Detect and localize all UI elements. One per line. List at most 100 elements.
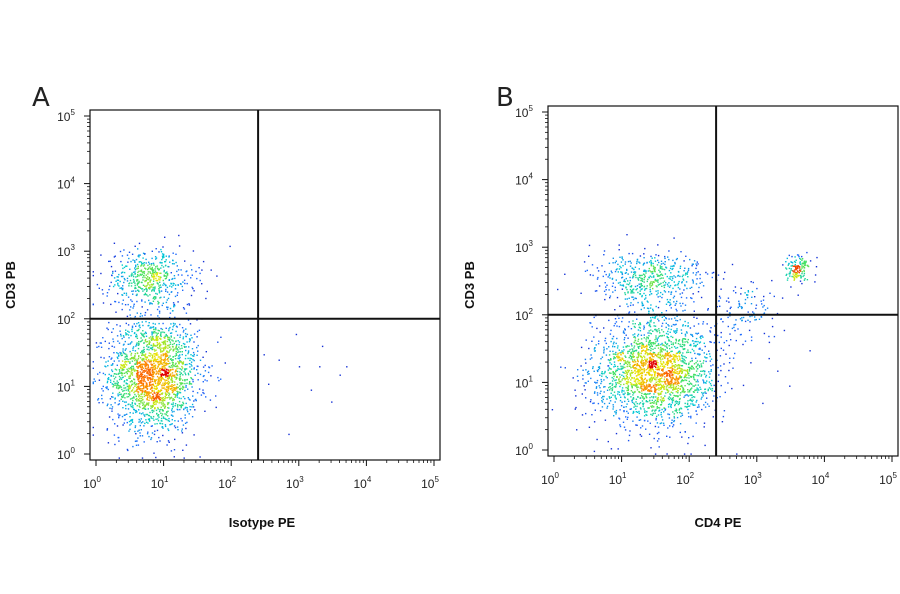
- panel-a-event-dot: [151, 378, 153, 380]
- panel-b-event-dot: [709, 388, 712, 390]
- panel-b-event-dot: [608, 386, 610, 389]
- panel-b-event-dot: [639, 290, 641, 292]
- panel-b-event-dot: [648, 360, 650, 363]
- panel-b-event-dot: [678, 375, 681, 377]
- panel-a-event-dot: [166, 306, 168, 308]
- panel-a-event-dot: [186, 303, 189, 306]
- panel-a-event-dot: [149, 411, 151, 414]
- panel-b-event-dot: [649, 339, 651, 342]
- panel-a-event-dot: [127, 370, 129, 372]
- panel-b-event-dot: [641, 375, 643, 377]
- panel-b-event-dot: [652, 316, 654, 319]
- panel-b-event-dot: [637, 378, 639, 380]
- panel-a-event-dot: [164, 395, 166, 398]
- panel-a-event-dot: [156, 384, 158, 387]
- panel-b-event-dot: [640, 362, 643, 365]
- panel-b-event-dot: [650, 344, 653, 346]
- panel-b-event-dot: [664, 363, 667, 366]
- panel-b-event-dot: [593, 450, 596, 453]
- panel-a-event-dot: [172, 356, 174, 358]
- panel-a-event-dot: [123, 401, 126, 403]
- panel-b-event-dot: [661, 363, 664, 365]
- panel-a-event-dot: [204, 364, 206, 367]
- panel-a-event-dot: [155, 336, 158, 338]
- panel-a-event-dot: [142, 375, 145, 378]
- panel-b-event-dot: [661, 385, 664, 387]
- panel-b-event-dot: [580, 346, 583, 349]
- panel-b-event-dot: [649, 390, 651, 392]
- panel-b-event-dot: [577, 369, 579, 371]
- panel-b-event-dot: [661, 365, 664, 367]
- panel-b-event-dot: [644, 346, 646, 348]
- panel-b-event-dot: [661, 325, 663, 327]
- panel-b-event-dot: [678, 402, 680, 405]
- panel-a-event-dot: [165, 375, 167, 377]
- panel-a-event-dot: [152, 326, 154, 329]
- panel-a-event-dot: [162, 416, 165, 418]
- panel-b-event-dot: [698, 342, 701, 344]
- panel-b-event-dot: [632, 366, 634, 368]
- panel-b-event-dot: [643, 371, 645, 373]
- panel-b-event-dot: [699, 336, 701, 338]
- panel-a-event-dot: [182, 342, 185, 345]
- panel-a-event-dot: [165, 389, 168, 392]
- panel-a-event-dot: [143, 351, 145, 353]
- panel-a-event-dot: [98, 402, 100, 404]
- panel-a-event-dot: [192, 395, 194, 397]
- panel-b-event-dot: [647, 270, 650, 272]
- panel-b-event-dot: [644, 289, 646, 291]
- panel-b-event-dot: [640, 361, 643, 363]
- panel-a-event-dot: [154, 288, 156, 290]
- panel-a-event-dot: [157, 338, 159, 341]
- panel-b-event-dot: [702, 336, 704, 338]
- panel-b-event-dot: [707, 388, 709, 391]
- panel-a-event-dot: [171, 389, 173, 392]
- panel-a-event-dot: [125, 401, 127, 403]
- panel-b-event-dot: [633, 411, 635, 413]
- panel-b-event-dot: [557, 288, 559, 291]
- panel-b-event-dot: [630, 379, 632, 381]
- panel-a-event-dot: [321, 345, 324, 348]
- panel-a-event-dot: [151, 397, 153, 399]
- panel-b-event-dot: [656, 432, 659, 435]
- panel-b-event-dot: [675, 323, 677, 326]
- panel-a-event-dot: [162, 343, 165, 345]
- panel-a-event-dot: [118, 386, 121, 389]
- panel-b-event-dot: [667, 353, 670, 355]
- panel-a-event-dot: [130, 373, 132, 375]
- panel-b-event-dot: [631, 377, 633, 379]
- panel-a-event-dot: [170, 335, 172, 337]
- panel-b-event-dot: [659, 349, 662, 351]
- panel-b-event-dot: [672, 277, 674, 280]
- panel-a-event-dot: [129, 350, 131, 353]
- panel-b-event-dot: [593, 392, 596, 394]
- panel-b-event-dot: [675, 378, 677, 380]
- panel-a-event-dot: [166, 375, 169, 377]
- panel-b-event-dot: [655, 354, 658, 357]
- x-tick-label: 101: [151, 475, 169, 491]
- panel-b-event-dot: [661, 386, 663, 388]
- panel-a-event-dot: [170, 373, 172, 375]
- panel-a-event-dot: [126, 315, 129, 318]
- panel-b-event-dot: [665, 332, 668, 335]
- panel-a-event-dot: [191, 403, 194, 406]
- panel-b-event-dot: [627, 379, 629, 381]
- panel-a-event-dot: [142, 330, 144, 332]
- panel-b-event-dot: [684, 373, 687, 375]
- panel-a-event-dot: [165, 275, 167, 277]
- panel-b-event-dot: [662, 361, 665, 363]
- panel-a-event-dot: [203, 375, 205, 377]
- panel-b-event-dot: [690, 365, 693, 367]
- panel-b-event-dot: [720, 347, 722, 350]
- panel-b-event-dot: [662, 400, 665, 402]
- panel-b-event-dot: [639, 383, 641, 385]
- panel-a-event-dot: [181, 365, 183, 368]
- panel-a-event-dot: [190, 277, 192, 279]
- panel-b-event-dot: [653, 406, 655, 408]
- panel-b-event-dot: [704, 388, 707, 390]
- panel-a-event-dot: [155, 277, 157, 280]
- panel-a-event-dot: [139, 286, 141, 288]
- panel-a-event-dot: [151, 411, 154, 414]
- panel-a-event-dot: [151, 397, 154, 399]
- panel-a-event-dot: [143, 294, 145, 296]
